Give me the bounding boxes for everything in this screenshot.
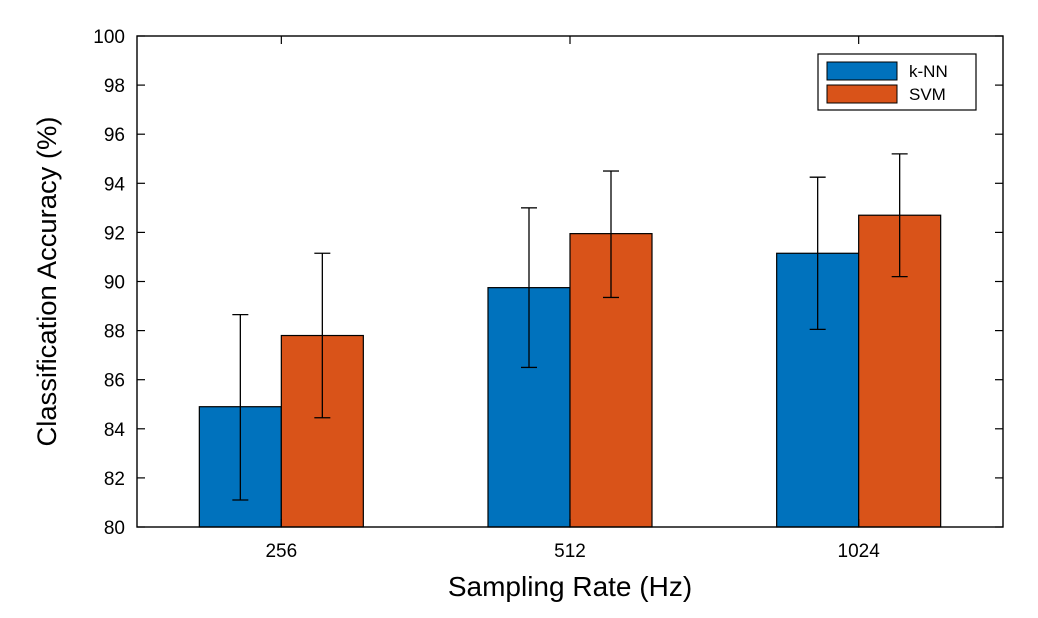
error-bar-k-nn-1024 [809, 176, 826, 331]
axes-group: 256 512 1024 80 82 84 86 88 90 92 94 96 98 100 [93, 27, 1004, 562]
x-tick-label: 256 [265, 541, 297, 562]
y-tick-label: 82 [104, 469, 125, 490]
error-bar-k-nn-512 [521, 207, 537, 369]
legend: k-NN SVM [817, 53, 977, 111]
y-tick-label: 90 [104, 273, 125, 294]
y-axis-title: Classification Accuracy (%) [32, 117, 62, 447]
legend-label: k-NN [909, 62, 948, 81]
error-bar-svm-1024 [891, 153, 908, 278]
legend-swatch [826, 61, 898, 81]
y-tick-label: 96 [104, 125, 125, 146]
legend-item-k-nn: k-NN [826, 61, 948, 81]
x-axis-title: Sampling Rate (Hz) [448, 571, 692, 602]
x-tick-label: 1024 [838, 541, 881, 562]
error-bars-group [232, 153, 908, 501]
y-tick-label: 80 [104, 518, 125, 539]
y-tick-label: 86 [104, 371, 125, 392]
y-tick-label: 98 [104, 76, 125, 97]
x-tick-label: 512 [554, 541, 586, 562]
legend-item-svm: SVM [826, 84, 946, 104]
y-tick-label: 94 [104, 174, 126, 195]
legend-swatch [826, 84, 898, 104]
legend-label: SVM [909, 85, 946, 104]
bars-group [198, 214, 942, 528]
y-tick-label: 100 [93, 27, 125, 48]
error-bar-svm-256 [314, 252, 331, 419]
y-tick-label: 92 [104, 223, 125, 244]
y-tick-label: 84 [104, 420, 126, 441]
error-bar-k-nn-256 [232, 313, 249, 501]
error-bar-svm-512 [603, 170, 619, 299]
y-tick-label: 88 [104, 322, 125, 343]
plot-frame [136, 35, 1004, 528]
